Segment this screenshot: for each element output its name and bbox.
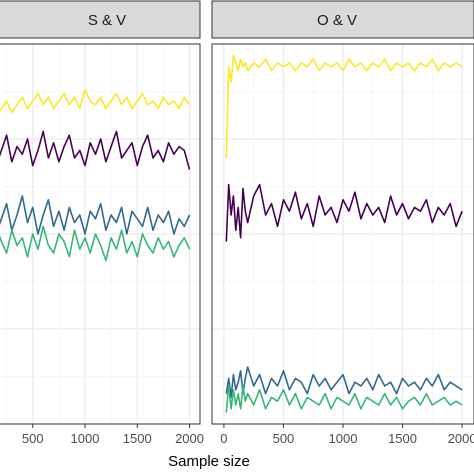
series-line-3: [225, 366, 463, 399]
x-tick-label: 0: [220, 431, 227, 446]
series-line-2: [225, 183, 463, 242]
strip-label: S & V: [88, 12, 126, 29]
x-tick-label: 1000: [329, 431, 358, 446]
strip-background: [211, 0, 474, 39]
series-group: [0, 88, 191, 262]
grid: [0, 44, 200, 424]
series-line-2: [0, 130, 191, 170]
series-line-4: [225, 385, 463, 413]
x-tick-label: 1500: [388, 431, 417, 446]
x-tick-label: 1500: [123, 431, 152, 446]
x-axis-title: Sample size: [168, 453, 250, 470]
x-tick-label: 2000: [175, 431, 204, 446]
x-tick-label: 500: [273, 431, 295, 446]
series-group: [225, 54, 463, 413]
grid: [212, 44, 474, 424]
x-tick-label: 2000: [448, 431, 474, 446]
series-line-4: [0, 225, 191, 262]
x-tick-label: 1000: [71, 431, 100, 446]
strip-background: [0, 0, 201, 39]
series-line-1: [0, 88, 191, 114]
x-tick-label: 500: [22, 431, 44, 446]
series-line-1: [225, 54, 463, 159]
panel-o-and-v: O & V 0 500 1000 1500 2000: [211, 0, 474, 446]
strip-label: O & V: [317, 12, 357, 29]
series-line-3: [0, 195, 191, 235]
panel-s-and-v: S & V 500 1000 1500 2000: [0, 0, 204, 446]
